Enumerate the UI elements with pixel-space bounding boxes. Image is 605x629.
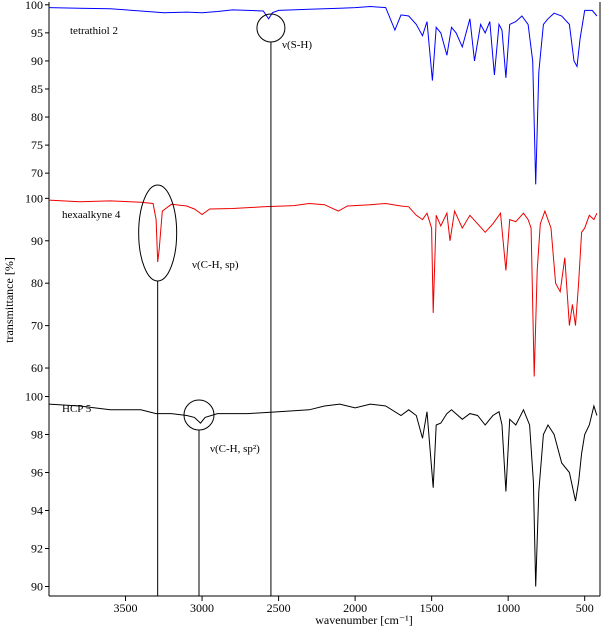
series-label-1: tetrathiol 2: [70, 25, 118, 37]
y-tick-label: 90: [31, 580, 43, 594]
x-tick-layer: 3500 3000 2500 2000 1500 1000 500: [114, 596, 594, 615]
x-axis-title: wavenumber [cm⁻¹]: [315, 613, 413, 627]
y-tick-label: 80: [31, 276, 43, 290]
y-tick-label: 90: [31, 54, 43, 68]
x-tick-label: 1500: [420, 601, 444, 615]
y-tick-label: 100: [25, 0, 43, 12]
y-tick-label: 60: [31, 361, 43, 375]
x-tick-label: 2500: [267, 601, 291, 615]
nu-c-h-sp2-label: ν(C-H, sp²): [210, 443, 260, 455]
y-tick-label: 90: [31, 234, 43, 248]
nu-c-h-sp2-circle: [183, 399, 215, 431]
series-line-1: [48, 5, 598, 185]
y-tick-label: 98: [31, 428, 43, 442]
y-tick-label: 100: [25, 191, 43, 205]
annotation-layer: ν(S-H) ν(C-H, sp) ν(C-H, sp²): [138, 13, 312, 596]
x-tick-label: 1000: [496, 601, 520, 615]
nu-s-h-circle: [256, 13, 286, 43]
y-tick-label: 75: [31, 138, 43, 152]
y-axis-title: transmittance [%]: [2, 257, 16, 343]
y-tick-label: 100: [25, 390, 43, 404]
x-tick-label: 3500: [114, 601, 138, 615]
y-tick-label: 95: [31, 26, 43, 40]
y-tick-label: 70: [31, 319, 43, 333]
x-tick-label: 2000: [343, 601, 367, 615]
y-tick-label: 94: [31, 504, 43, 518]
y-tick-label: 80: [31, 110, 43, 124]
nu-c-h-sp-circle: [138, 184, 178, 282]
series-line-2: [48, 199, 598, 377]
nu-s-h-label: ν(S-H): [282, 39, 312, 51]
y-tick-label: 96: [31, 466, 43, 480]
plot-area: [48, 2, 601, 597]
series-line-3: [48, 403, 598, 587]
nu-c-h-sp-label: ν(C-H, sp): [192, 259, 239, 271]
y-tick-layer: 100 95 90 85 80 75 70 100 90 80 70 60 100 98 96 94 92 90: [25, 0, 49, 594]
y-tick-label: 92: [31, 542, 43, 556]
y-tick-label: 70: [31, 166, 43, 180]
series-label-3: HCP 5: [62, 403, 92, 415]
series-label-2: hexaalkyne 4: [62, 209, 121, 221]
series-layer: tetrathiol 2 hexaalkyne 4 HCP 5: [48, 5, 598, 587]
x-tick-label: 500: [576, 601, 594, 615]
x-tick-label: 3000: [190, 601, 214, 615]
y-tick-label: 85: [31, 82, 43, 96]
